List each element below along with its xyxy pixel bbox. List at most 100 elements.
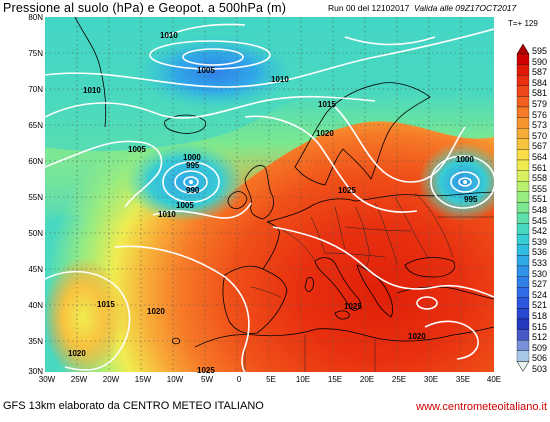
isobar-1025-scandi — [334, 106, 466, 183]
lon-label: 30W — [38, 375, 56, 384]
lat-label: 75N — [28, 49, 43, 58]
colorbar-value: 570 — [532, 130, 548, 141]
isobar-995-east — [450, 171, 480, 193]
isobar-top — [164, 23, 246, 38]
lon-label: 35E — [455, 375, 471, 384]
lon-label: 15W — [134, 375, 152, 384]
isobar-1005-north — [182, 48, 244, 66]
isobar-1020-sw — [114, 245, 250, 372]
colorbar-value: 521 — [532, 300, 548, 311]
lon-label: 15E — [327, 375, 343, 384]
isobar-top-east — [344, 36, 436, 46]
colorbar-swatch — [516, 75, 530, 86]
colorbar-value: 573 — [532, 120, 548, 131]
isobar-label: 995 — [186, 161, 200, 170]
lat-label: 30N — [28, 367, 43, 376]
isobar-label: 1010 — [83, 86, 101, 95]
lat-label: 60N — [28, 157, 43, 166]
colorbar-swatch — [516, 64, 530, 76]
low-centers — [189, 180, 467, 184]
colorbar-value: 595 — [532, 46, 548, 56]
colorbar-value: 536 — [532, 247, 548, 258]
colorbar-value: 581 — [532, 88, 548, 99]
map-title: Pressione al suolo (hPa) e Geopot. a 500… — [3, 1, 287, 15]
isobar-label: 1000 — [183, 153, 201, 162]
lon-label: 25E — [391, 375, 407, 384]
lon-label: 20E — [359, 375, 375, 384]
run-label: Run 00 del 12102017 — [328, 3, 410, 13]
lon-label: 5W — [201, 375, 213, 384]
lat-label: 80N — [28, 13, 43, 22]
colorbar-value: 533 — [532, 258, 548, 268]
isobar-1015-arc — [45, 95, 376, 119]
isobar-1000-west — [162, 161, 220, 203]
colorbar-value: 527 — [532, 279, 548, 290]
lat-label: 70N — [28, 85, 43, 94]
colorbar-swatch — [516, 287, 530, 298]
colorbar-swatch — [516, 53, 530, 65]
isobar-label: 1025 — [197, 366, 215, 375]
isobar-1010-mid — [152, 202, 252, 219]
footer-website[interactable]: www.centrometeoitaliano.it — [416, 401, 547, 413]
low-north-atlantic — [135, 34, 295, 110]
isobar-label: 1005 — [197, 66, 215, 75]
lon-label: 30E — [423, 375, 439, 384]
colorbar-swatch — [516, 181, 530, 192]
lat-label: 35N — [28, 337, 43, 346]
colorbar-swatch — [516, 202, 530, 214]
valid-time: Valida alle 09Z17OCT2017 — [414, 3, 517, 13]
isobar-1020-north — [244, 115, 418, 213]
low-center-east — [463, 180, 467, 184]
isobar-1015-sw — [45, 270, 131, 371]
colorbar-swatch — [516, 255, 530, 267]
colorbar-value: 558 — [532, 173, 548, 184]
isobar-label: 1020 — [147, 307, 165, 316]
lon-label: 5E — [266, 375, 276, 384]
isobar-label: 1020 — [408, 332, 426, 341]
coastlines — [74, 17, 494, 348]
colorbar-swatch — [516, 265, 530, 277]
colorbar-value: 539 — [532, 236, 548, 247]
colorbar-value: 561 — [532, 162, 548, 173]
isobar-label: 1005 — [128, 145, 146, 154]
lat-label: 65N — [28, 121, 43, 130]
lon-label: 0 — [236, 375, 242, 384]
colorbar-value: 503 — [532, 364, 548, 374]
colorbar-swatch — [516, 244, 530, 256]
lon-label: 20W — [102, 375, 120, 384]
isobar-small-ring — [416, 296, 438, 310]
isobar-990-west — [183, 176, 199, 188]
borders — [244, 192, 494, 372]
lat-label: 50N — [28, 229, 43, 238]
colorbar-swatch — [516, 234, 530, 245]
isobar-1025-central — [272, 226, 494, 298]
colorbar-value: 587 — [532, 67, 548, 78]
low-russia — [418, 142, 494, 222]
colorbar-swatch — [516, 223, 530, 235]
colorbar-bottom-arrow — [516, 361, 530, 372]
colorbar-swatch — [516, 318, 530, 330]
colorbar-value: 564 — [532, 152, 548, 162]
run-info: Run 00 del 12102017 Valida alle 09Z17OCT… — [328, 3, 516, 13]
warm-field-southwest — [45, 257, 123, 372]
colorbar-swatch — [516, 159, 530, 171]
graticule — [45, 17, 494, 372]
isobar-label: 1010 — [160, 31, 178, 40]
isobar-label: 1000 — [456, 155, 474, 164]
isobar-1000-east — [430, 155, 494, 209]
isobar-label: 1020 — [68, 349, 86, 358]
isobar-label: 1005 — [176, 201, 194, 210]
colorbar-legend — [516, 44, 530, 372]
map-canvas — [45, 17, 494, 372]
isobar-1005-west — [45, 140, 163, 208]
colorbar-swatch — [516, 308, 530, 320]
forecast-timestep: T=+ 129 — [508, 19, 538, 28]
isobar-1010-north — [149, 40, 271, 70]
isobar-1010-arc — [45, 28, 494, 88]
colorbar-swatch — [516, 106, 530, 118]
colorbar-swatch — [516, 329, 530, 341]
colorbar-swatch — [516, 276, 530, 288]
colorbar-value: 524 — [532, 289, 548, 300]
isobar-label: 1020 — [316, 129, 334, 138]
lat-label: 55N — [28, 193, 43, 202]
